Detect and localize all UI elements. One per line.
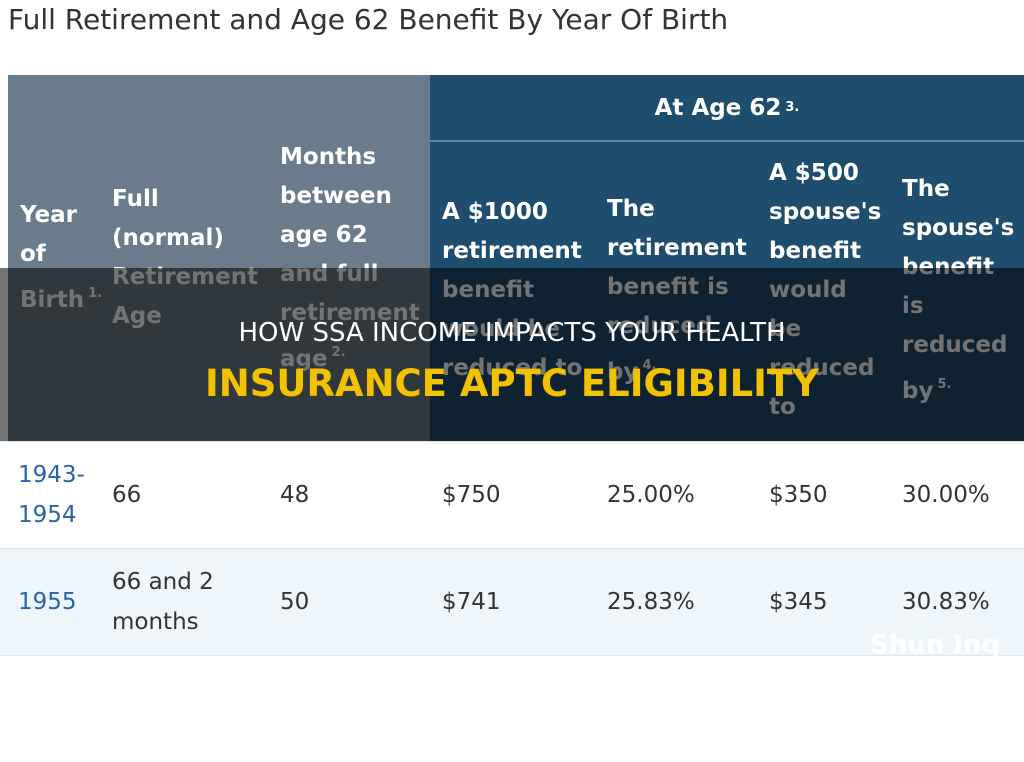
page: Full Retirement and Age 62 Benefit By Ye… <box>0 3 1024 660</box>
footnote-ref: 3. <box>785 100 800 115</box>
banner-band <box>0 268 1024 441</box>
watermark: Shun Inq <box>870 630 1001 660</box>
year-cell: 1943-1954 <box>18 461 85 528</box>
table-cell: $750 <box>442 481 501 508</box>
banner-line: HOW SSA INCOME IMPACTS YOUR HEALTH <box>238 318 786 348</box>
row-bg <box>0 548 1024 655</box>
banner-headline: INSURANCE APTC ELIGIBILITY <box>205 362 819 405</box>
table-cell: $350 <box>769 481 828 508</box>
table-cell: 25.83% <box>607 588 695 615</box>
row-bg <box>0 655 1024 762</box>
table-cell: $741 <box>442 588 501 615</box>
table-cell: 66 and 2 months <box>112 568 214 635</box>
table-cell: 50 <box>280 588 310 615</box>
page-title: Full Retirement and Age 62 Benefit By Ye… <box>8 3 729 36</box>
table-cell: 48 <box>280 481 310 508</box>
group-header: At Age 62 3. <box>430 75 1024 140</box>
group-header-text: At Age 62 <box>654 94 782 121</box>
table-cell: $345 <box>769 588 828 615</box>
year-cell: 1955 <box>18 588 77 615</box>
table-cell: 66 <box>112 481 142 508</box>
table-cell: 30.00% <box>902 481 990 508</box>
header-divider <box>430 140 1024 142</box>
table-cell: 30.83% <box>902 588 990 615</box>
table-cell: 25.00% <box>607 481 695 508</box>
row-bg <box>0 441 1024 548</box>
